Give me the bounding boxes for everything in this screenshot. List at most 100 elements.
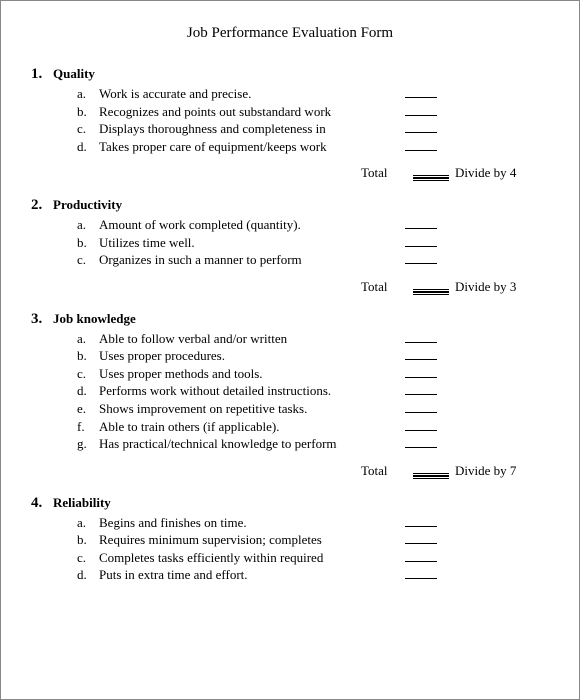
divide-label: Divide by 3: [455, 279, 516, 295]
item-letter: b.: [77, 234, 99, 252]
item-text: Work is accurate and precise.: [99, 85, 399, 103]
item-row: a.Amount of work completed (quantity).: [77, 216, 549, 234]
item-text: Able to train others (if applicable).: [99, 418, 399, 436]
item-text: Takes proper care of equipment/keeps wor…: [99, 138, 399, 156]
item-text: Begins and finishes on time.: [99, 514, 399, 532]
score-blank[interactable]: [405, 121, 437, 133]
item-text: Able to follow verbal and/or written: [99, 330, 399, 348]
item-text: Uses proper methods and tools.: [99, 365, 399, 383]
score-blank[interactable]: [405, 104, 437, 116]
divide-label: Divide by 4: [455, 165, 516, 181]
total-blank[interactable]: [413, 289, 449, 295]
item-letter: c.: [77, 251, 99, 269]
item-text: Has practical/technical knowledge to per…: [99, 435, 399, 453]
item-letter: b.: [77, 347, 99, 365]
total-row: Total Divide by 3: [31, 279, 549, 295]
score-blank[interactable]: [405, 331, 437, 343]
total-blank[interactable]: [413, 473, 449, 479]
form-title: Job Performance Evaluation Form: [31, 25, 549, 42]
section-number: 4.: [31, 495, 53, 512]
item-row: d.Takes proper care of equipment/keeps w…: [77, 138, 549, 156]
score-blank[interactable]: [405, 567, 437, 579]
total-label: Total: [361, 279, 407, 295]
section-title: Productivity: [53, 197, 122, 213]
score-blank[interactable]: [405, 348, 437, 360]
item-row: b.Utilizes time well.: [77, 234, 549, 252]
item-row: b.Recognizes and points out substandard …: [77, 103, 549, 121]
item-text: Shows improvement on repetitive tasks.: [99, 400, 399, 418]
score-blank[interactable]: [405, 436, 437, 448]
section-title: Reliability: [53, 495, 111, 511]
item-letter: d.: [77, 138, 99, 156]
item-row: c.Completes tasks efficiently within req…: [77, 549, 549, 567]
item-letter: c.: [77, 120, 99, 138]
item-row: a.Begins and finishes on time.: [77, 514, 549, 532]
sections-container: 1.Qualitya.Work is accurate and precise.…: [31, 66, 549, 584]
section-title: Quality: [53, 66, 95, 82]
item-row: b.Requires minimum supervision; complete…: [77, 531, 549, 549]
total-blank[interactable]: [413, 175, 449, 181]
item-text: Amount of work completed (quantity).: [99, 216, 399, 234]
item-row: a.Work is accurate and precise.: [77, 85, 549, 103]
score-blank[interactable]: [405, 217, 437, 229]
score-blank[interactable]: [405, 86, 437, 98]
section-header: 4.Reliability: [31, 495, 549, 512]
section: 2.Productivity a.Amount of work completed…: [31, 197, 549, 295]
item-text: Requires minimum supervision; completes: [99, 531, 399, 549]
section-number: 1.: [31, 66, 53, 83]
score-blank[interactable]: [405, 532, 437, 544]
section: 1.Quality a.Work is accurate and precise.…: [31, 66, 549, 181]
section: 4.Reliability a.Begins and finishes on ti…: [31, 495, 549, 584]
item-text: Utilizes time well.: [99, 234, 399, 252]
item-text: Organizes in such a manner to perform: [99, 251, 399, 269]
total-row: Total Divide by 4: [31, 165, 549, 181]
item-letter: b.: [77, 103, 99, 121]
score-blank[interactable]: [405, 550, 437, 562]
divide-label: Divide by 7: [455, 463, 516, 479]
item-letter: b.: [77, 531, 99, 549]
item-letter: a.: [77, 514, 99, 532]
item-letter: e.: [77, 400, 99, 418]
score-blank[interactable]: [405, 383, 437, 395]
item-row: f.Able to train others (if applicable).: [77, 418, 549, 436]
item-row: c.Uses proper methods and tools.: [77, 365, 549, 383]
items-list: a.Amount of work completed (quantity).b.…: [77, 216, 549, 269]
score-blank[interactable]: [405, 419, 437, 431]
item-row: d.Puts in extra time and effort.: [77, 566, 549, 584]
items-list: a.Work is accurate and precise.b.Recogni…: [77, 85, 549, 155]
total-label: Total: [361, 463, 407, 479]
item-text: Completes tasks efficiently within requi…: [99, 549, 399, 567]
section-header: 3.Job knowledge: [31, 311, 549, 328]
item-letter: c.: [77, 365, 99, 383]
item-letter: d.: [77, 382, 99, 400]
item-text: Puts in extra time and effort.: [99, 566, 399, 584]
score-blank[interactable]: [405, 401, 437, 413]
page-container: Job Performance Evaluation Form 1.Qualit…: [0, 0, 580, 700]
item-row: b.Uses proper procedures.: [77, 347, 549, 365]
section-number: 3.: [31, 311, 53, 328]
score-blank[interactable]: [405, 252, 437, 264]
item-letter: g.: [77, 435, 99, 453]
total-row: Total Divide by 7: [31, 463, 549, 479]
item-row: c.Organizes in such a manner to perform: [77, 251, 549, 269]
score-blank[interactable]: [405, 366, 437, 378]
item-letter: c.: [77, 549, 99, 567]
section: 3.Job knowledge a.Able to follow verbal a…: [31, 311, 549, 479]
total-label: Total: [361, 165, 407, 181]
item-letter: a.: [77, 85, 99, 103]
item-letter: d.: [77, 566, 99, 584]
section-title: Job knowledge: [53, 311, 136, 327]
items-list: a.Able to follow verbal and/or writtenb.…: [77, 330, 549, 453]
score-blank[interactable]: [405, 515, 437, 527]
item-letter: f.: [77, 418, 99, 436]
item-row: c.Displays thoroughness and completeness…: [77, 120, 549, 138]
score-blank[interactable]: [405, 139, 437, 151]
item-row: g.Has practical/technical knowledge to p…: [77, 435, 549, 453]
item-text: Displays thoroughness and completeness i…: [99, 120, 399, 138]
item-letter: a.: [77, 216, 99, 234]
section-number: 2.: [31, 197, 53, 214]
item-letter: a.: [77, 330, 99, 348]
section-header: 1.Quality: [31, 66, 549, 83]
score-blank[interactable]: [405, 235, 437, 247]
item-row: d.Performs work without detailed instruc…: [77, 382, 549, 400]
